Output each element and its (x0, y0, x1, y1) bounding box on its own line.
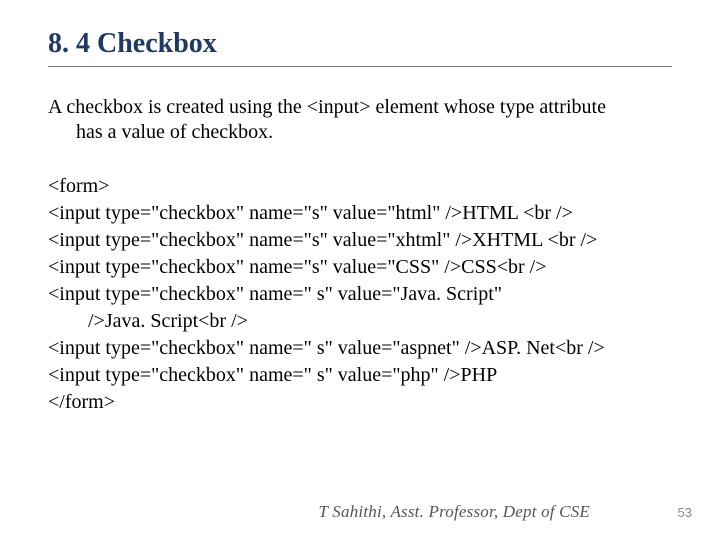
code-line-6: <input type="checkbox" name=" s" value="… (48, 362, 672, 389)
code-line-2: <input type="checkbox" name="s" value="x… (48, 227, 672, 254)
description-line-1: A checkbox is created using the <input> … (48, 96, 606, 118)
code-line-5: <input type="checkbox" name=" s" value="… (48, 335, 672, 362)
code-line-4a: <input type="checkbox" name=" s" value="… (48, 281, 672, 308)
code-line-1: <input type="checkbox" name="s" value="h… (48, 200, 672, 227)
slide-title: 8. 4 Checkbox (48, 28, 672, 60)
title-underline (48, 66, 672, 67)
description-paragraph: A checkbox is created using the <input> … (48, 95, 672, 145)
code-line-4b: />Java. Script<br /> (48, 308, 672, 335)
footer-page-number: 53 (678, 505, 692, 520)
slide: 8. 4 Checkbox A checkbox is created usin… (0, 0, 720, 540)
footer-author: T Sahithi, Asst. Professor, Dept of CSE (319, 502, 591, 522)
code-line-form-open: <form> (48, 173, 672, 200)
code-line-3: <input type="checkbox" name="s" value="C… (48, 254, 672, 281)
description-line-2: has a value of checkbox. (48, 120, 672, 145)
code-block: <form> <input type="checkbox" name="s" v… (48, 173, 672, 416)
code-line-form-close: </form> (48, 389, 672, 416)
